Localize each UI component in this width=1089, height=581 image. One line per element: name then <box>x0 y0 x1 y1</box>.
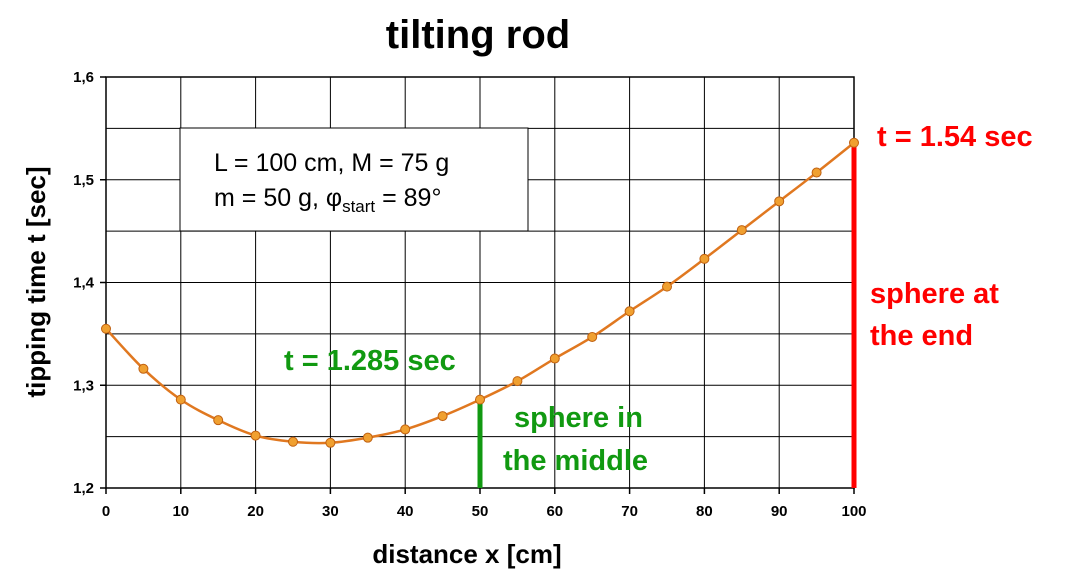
annotation-sphere-at: sphere at <box>870 278 999 310</box>
x-tick-label: 100 <box>841 503 866 520</box>
y-tick-label: 1,6 <box>73 69 94 86</box>
annotation-t-middle: t = 1.285 sec <box>284 345 456 377</box>
data-point <box>138 363 149 374</box>
annotation-t-end: t = 1.54 sec <box>877 121 1033 153</box>
info-line-2-prefix: m = 50 g, φ <box>214 184 342 212</box>
data-point <box>250 430 261 441</box>
data-point <box>624 306 635 317</box>
data-point <box>736 225 747 236</box>
info-line-2-subscript: start <box>342 197 375 216</box>
annotation-the-end: the end <box>870 320 973 352</box>
info-box <box>179 127 529 232</box>
series-points <box>101 137 859 448</box>
data-point <box>437 411 448 422</box>
x-tick-label: 30 <box>322 503 339 520</box>
data-point <box>587 331 598 342</box>
data-point <box>811 167 822 178</box>
annotation-sphere-in: sphere in <box>514 402 643 434</box>
x-tick-label: 10 <box>172 503 189 520</box>
x-tick-label: 40 <box>397 503 414 520</box>
x-axis-label: distance x [cm] <box>372 539 561 569</box>
y-tick-label: 1,4 <box>73 275 95 292</box>
data-point <box>662 281 672 292</box>
y-axis-label: tipping time t [sec] <box>21 166 51 397</box>
y-tick-label: 1,2 <box>73 480 94 497</box>
data-point <box>549 353 560 364</box>
y-tick-labels: 1,2 1,3 1,4 1,5 1,6 <box>73 69 106 497</box>
x-tick-label: 0 <box>102 503 110 520</box>
data-point <box>325 437 336 448</box>
info-line-1: L = 100 cm, M = 75 g <box>214 149 449 177</box>
x-tick-label: 60 <box>546 503 563 520</box>
data-point <box>512 376 523 387</box>
data-point <box>213 415 224 426</box>
x-tick-labels: 0 10 20 30 40 50 60 70 80 90 100 <box>102 488 867 520</box>
data-point <box>475 394 485 405</box>
data-point <box>362 432 373 443</box>
y-tick-label: 1,3 <box>73 377 94 394</box>
x-tick-label: 80 <box>696 503 713 520</box>
x-tick-label: 90 <box>771 503 788 520</box>
annotation-the-middle: the middle <box>503 445 648 477</box>
x-tick-label: 50 <box>472 503 489 520</box>
data-point <box>774 196 785 207</box>
y-tick-label: 1,5 <box>73 172 94 189</box>
info-line-2-suffix: = 89° <box>375 184 441 212</box>
data-point <box>288 436 298 447</box>
data-point <box>400 424 411 435</box>
chart-title: tilting rod <box>386 13 570 57</box>
x-tick-label: 20 <box>247 503 264 520</box>
data-point <box>849 137 859 148</box>
data-point <box>175 394 186 405</box>
data-point <box>101 323 111 334</box>
x-tick-label: 70 <box>621 503 638 520</box>
info-line-2: m = 50 g, φstart = 89° <box>214 184 441 216</box>
data-point <box>699 253 710 264</box>
